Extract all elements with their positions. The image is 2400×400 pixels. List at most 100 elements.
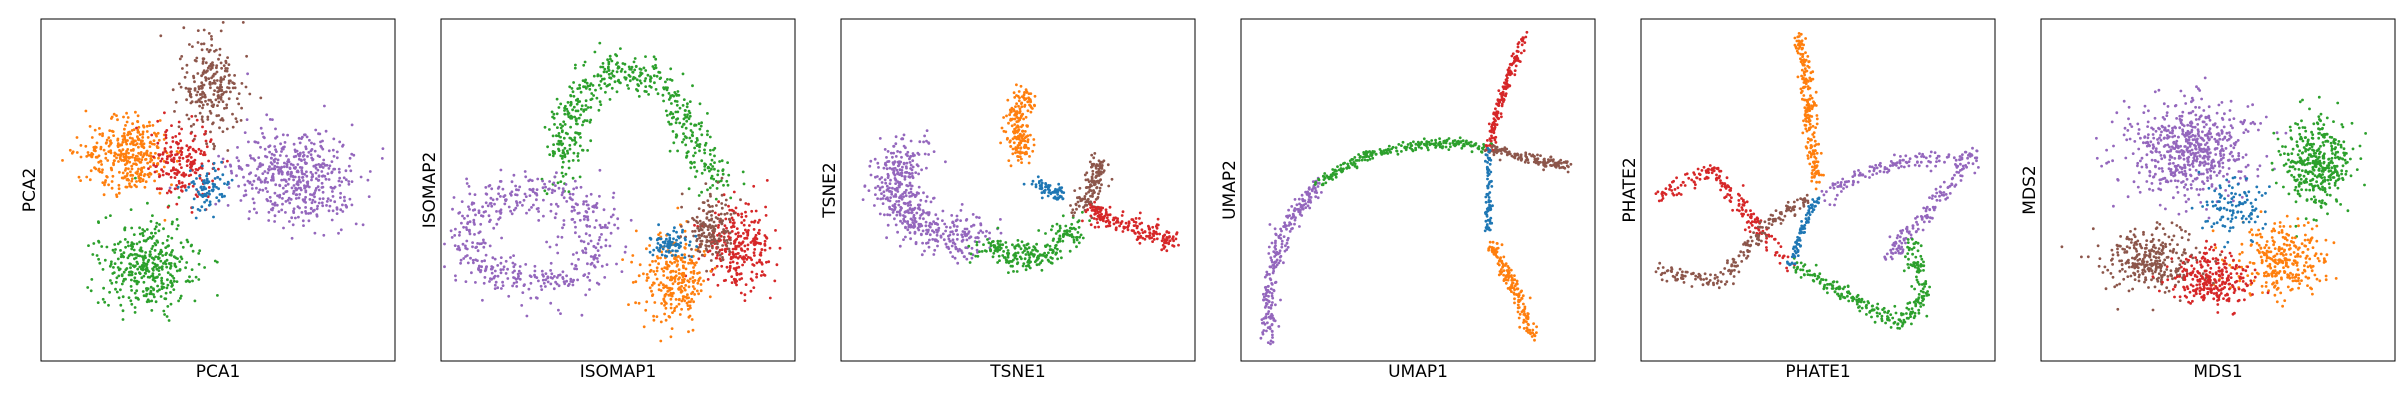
data-point <box>205 174 209 178</box>
data-point <box>684 267 688 271</box>
data-point <box>207 159 211 163</box>
data-point <box>1101 219 1105 223</box>
data-point <box>679 225 683 228</box>
data-point <box>553 123 556 126</box>
data-point <box>198 176 202 180</box>
data-point <box>953 242 957 246</box>
data-point <box>652 314 655 318</box>
data-point <box>642 66 646 70</box>
data-point <box>464 246 468 250</box>
data-point <box>1040 181 1044 185</box>
data-point <box>192 197 196 201</box>
data-point <box>927 245 931 249</box>
data-point <box>164 130 168 134</box>
data-point <box>562 219 566 222</box>
data-point <box>110 115 114 119</box>
data-point <box>541 278 545 282</box>
data-point <box>895 200 898 203</box>
data-point <box>189 87 192 91</box>
data-point <box>726 161 729 165</box>
data-point <box>918 224 922 228</box>
data-point <box>743 237 746 240</box>
data-point <box>704 235 708 239</box>
data-point <box>313 149 317 153</box>
data-point <box>68 148 72 152</box>
data-point <box>632 60 636 64</box>
data-point <box>529 296 533 300</box>
data-point <box>186 159 189 163</box>
data-point <box>206 115 210 119</box>
data-point <box>700 232 704 236</box>
data-point <box>267 219 271 222</box>
data-point <box>542 198 545 202</box>
data-point <box>1015 257 1019 261</box>
data-point <box>149 172 153 176</box>
data-point <box>203 266 207 269</box>
data-point <box>725 212 729 215</box>
data-point <box>172 288 176 291</box>
data-point <box>752 228 756 231</box>
data-point <box>93 145 97 149</box>
data-point <box>321 190 325 194</box>
data-point <box>578 144 582 148</box>
data-point <box>181 156 185 160</box>
data-point <box>1072 238 1076 242</box>
data-point <box>542 281 546 285</box>
data-point <box>250 187 254 190</box>
data-point <box>478 242 482 246</box>
data-point <box>187 146 191 150</box>
data-point <box>546 280 550 284</box>
data-point <box>895 213 899 217</box>
data-point <box>347 180 351 183</box>
data-point <box>184 266 188 270</box>
data-point <box>252 157 255 161</box>
data-point <box>775 263 779 267</box>
data-point <box>208 80 212 84</box>
data-point <box>886 150 890 153</box>
data-point <box>925 139 928 143</box>
data-point <box>270 152 274 156</box>
data-point <box>1104 220 1108 224</box>
data-point <box>960 251 964 255</box>
data-point <box>221 21 225 24</box>
data-point <box>465 228 469 232</box>
data-point <box>556 235 560 239</box>
data-point <box>689 166 693 170</box>
data-point <box>999 243 1002 247</box>
data-point <box>138 232 142 236</box>
data-point <box>490 187 494 191</box>
data-point <box>260 180 264 184</box>
data-point <box>1009 118 1012 122</box>
data-point <box>192 76 196 80</box>
data-point <box>1015 270 1019 273</box>
data-point <box>881 197 885 200</box>
data-point <box>692 266 695 269</box>
data-point <box>156 146 160 150</box>
data-point <box>688 136 692 140</box>
data-point <box>1075 238 1079 242</box>
data-point <box>270 162 274 166</box>
data-point <box>1020 105 1024 108</box>
data-point <box>718 160 721 163</box>
data-point <box>681 256 685 260</box>
data-point <box>1017 125 1020 129</box>
data-point <box>180 153 183 157</box>
data-point <box>177 179 181 183</box>
data-point <box>1314 195 1318 199</box>
data-point <box>604 238 608 242</box>
data-point <box>569 125 572 129</box>
data-point <box>615 90 619 94</box>
data-point <box>300 211 304 214</box>
data-point <box>95 254 99 257</box>
data-point <box>1143 230 1147 233</box>
data-point <box>1076 231 1080 234</box>
data-point <box>589 255 593 258</box>
data-point <box>311 193 314 197</box>
data-point <box>193 80 196 84</box>
data-point <box>687 187 691 191</box>
data-point <box>548 245 552 249</box>
data-point <box>654 63 657 67</box>
data-point <box>151 261 155 265</box>
data-point <box>624 76 628 80</box>
data-point <box>130 247 134 251</box>
